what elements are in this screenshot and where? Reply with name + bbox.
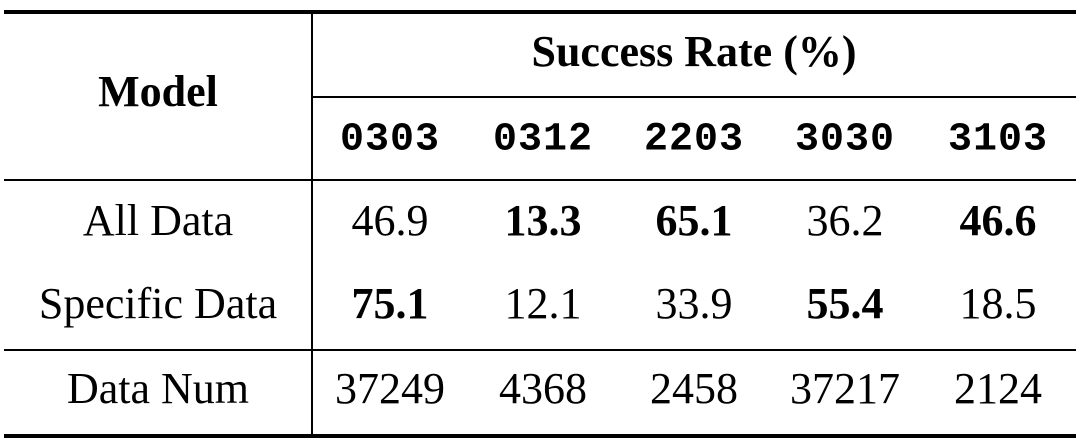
cell: 13.3 xyxy=(505,196,582,245)
cell: 2124 xyxy=(954,364,1042,413)
column-header: 2203 xyxy=(644,118,744,163)
cell: 12.1 xyxy=(505,279,582,328)
column-header: 3103 xyxy=(948,118,1048,163)
cell: 65.1 xyxy=(656,196,733,245)
row-label: Data Num xyxy=(67,364,249,413)
column-header: 0303 xyxy=(340,118,440,163)
cell: 46.6 xyxy=(960,196,1037,245)
cell: 18.5 xyxy=(960,279,1037,328)
cell: 4368 xyxy=(499,364,587,413)
model-header: Model xyxy=(98,67,218,116)
cell: 36.2 xyxy=(807,196,884,245)
cell: 37249 xyxy=(335,364,445,413)
cell: 46.9 xyxy=(352,196,429,245)
row-label: All Data xyxy=(83,196,233,245)
column-header: 3030 xyxy=(795,118,895,163)
column-header: 0312 xyxy=(493,118,593,163)
cell: 55.4 xyxy=(807,279,884,328)
cell: 37217 xyxy=(790,364,900,413)
row-label: Specific Data xyxy=(39,279,277,328)
cell: 75.1 xyxy=(352,279,429,328)
cell: 2458 xyxy=(650,364,738,413)
cell: 33.9 xyxy=(656,279,733,328)
group-header: Success Rate (%) xyxy=(531,27,856,76)
